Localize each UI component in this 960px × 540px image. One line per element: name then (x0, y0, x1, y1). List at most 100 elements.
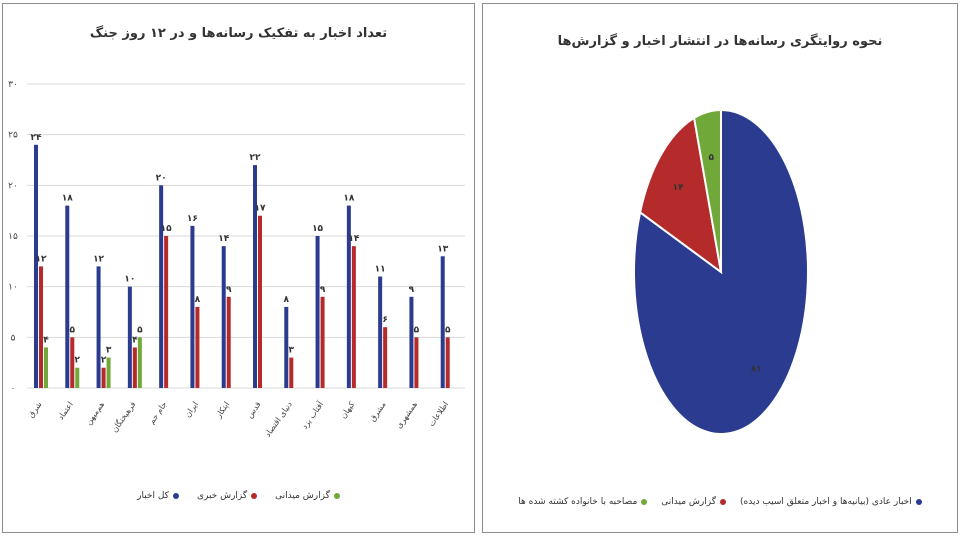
x-tick-label: اطلاعات (427, 400, 450, 428)
pie-chart-plot: ۸۱ ۱۴ ۵ (633, 108, 809, 435)
x-tick-label: مشرق (368, 400, 388, 423)
x-tick-label: هم‌میهن (84, 400, 106, 426)
x-tick-label: همشهری (394, 400, 419, 430)
data-label: ۱۴ (218, 234, 229, 244)
bar-0 (315, 236, 320, 388)
data-label: ۲۲ (250, 153, 261, 163)
bar-1 (383, 327, 388, 388)
bar-chart-plot: ۰۵۱۰۱۵۲۰۲۵۳۰۲۴۱۲۴شرق۱۸۵۲اعتماد۱۲۲۳هم‌میه… (8, 80, 465, 439)
legend-label-field-report: گزارش میدانی (275, 491, 330, 501)
data-label: ۵ (137, 325, 143, 335)
bar-1 (226, 296, 231, 388)
legend-item-news-report: گزارش خبری (196, 491, 258, 501)
x-tick-label: آفتاب یزد (299, 399, 326, 431)
data-label: ۸ (195, 295, 201, 305)
bar-1 (258, 215, 262, 388)
bar-1 (414, 337, 419, 388)
data-label: ۱۰ (124, 275, 135, 285)
bar-1 (39, 266, 43, 388)
x-tick-label: جام جم (147, 400, 169, 426)
data-label: ۱۸ (343, 194, 354, 204)
legend-item-field: گزارش میدانی (661, 497, 727, 507)
legend-item-normal-news: اخبار عادی (بیانیه‌ها و اخبار متعلق اسیب… (740, 497, 922, 507)
bar-2 (75, 367, 80, 388)
bar-0 (159, 185, 164, 388)
bar-0 (96, 266, 101, 388)
y-tick-label: ۵ (11, 333, 16, 343)
legend-swatch-total (172, 493, 179, 499)
y-tick-label: ۳۰ (8, 80, 18, 90)
y-tick-label: ۱۵ (8, 232, 18, 242)
y-tick-label: ۰ (11, 384, 16, 394)
data-label: ۶ (382, 315, 388, 325)
x-tick-label: فرهیختگان (109, 399, 137, 434)
pie-chart-legend: مصاحبه با خانواده کشته شده ها گزارش میدا… (483, 497, 957, 507)
bar-chart-title: تعداد اخبار به تفکیک رسانه‌ها و در ۱۲ رو… (89, 26, 388, 41)
pie-chart-title: نحوه روایتگری رسانه‌ها در انتشار اخبار و… (557, 34, 883, 49)
bar-0 (346, 205, 351, 388)
bar-0 (221, 246, 226, 388)
bar-0 (65, 205, 70, 388)
legend-swatch-field-report (333, 493, 340, 499)
legend-label-news-report: گزارش خبری (196, 491, 248, 501)
bar-0 (253, 165, 257, 388)
data-label: ۱۸ (62, 194, 73, 204)
bar-0 (127, 286, 132, 388)
bar-1 (320, 296, 325, 388)
legend-swatch-normal-news (915, 499, 922, 505)
legend-item-total: کل اخبار (137, 491, 179, 501)
bar-0 (284, 306, 289, 388)
data-label: ۱۴ (348, 234, 359, 244)
pie-data-label: ۸۱ (751, 364, 762, 374)
bar-1 (351, 246, 356, 388)
bar-0 (34, 144, 38, 388)
data-label: ۳ (106, 346, 112, 356)
data-label: ۲ (75, 356, 81, 366)
x-tick-label: شرق (26, 400, 43, 420)
data-label: ۱۵ (312, 224, 323, 234)
data-label: ۱۲ (93, 254, 104, 264)
bar-2 (44, 347, 48, 388)
data-label: ۲۰ (156, 173, 167, 183)
bar-0 (409, 296, 414, 388)
x-tick-label: اعتماد (56, 400, 75, 422)
data-label: ۹ (320, 285, 326, 295)
bar-0 (440, 256, 445, 388)
x-tick-label: دنیای اقتصاد (263, 400, 294, 439)
bar-1 (101, 367, 106, 388)
legend-label-field: گزارش میدانی (661, 497, 717, 507)
data-label: ۱۵ (161, 224, 172, 234)
pie-data-label: ۱۴ (673, 183, 684, 193)
legend-swatch-field (720, 499, 727, 505)
bar-2 (106, 357, 111, 388)
bar-chart-panel: تعداد اخبار به تفکیک رسانه‌ها و در ۱۲ رو… (2, 3, 475, 533)
data-label: ۱۲ (36, 254, 47, 264)
data-label: ۹ (226, 285, 232, 295)
legend-swatch-news-report (251, 493, 258, 499)
legend-swatch-interviews (641, 499, 648, 505)
data-label: ۹ (409, 285, 415, 295)
y-tick-label: ۱۰ (8, 283, 18, 293)
data-label: ۱۳ (437, 244, 448, 254)
y-tick-label: ۲۵ (8, 131, 18, 141)
data-label: ۲ (101, 356, 107, 366)
data-label: ۵ (70, 325, 76, 335)
bar-chart-legend: کل اخبار گزارش خبری گزارش میدانی (3, 491, 474, 501)
legend-item-field-report: گزارش میدانی (275, 491, 340, 501)
x-tick-label: ایران (183, 400, 200, 419)
bar-1 (195, 306, 200, 388)
pie-slice (693, 108, 722, 273)
bar-1 (70, 337, 75, 388)
data-label: ۱۶ (187, 214, 198, 224)
data-label: ۸ (284, 295, 290, 305)
data-label: ۲۴ (31, 133, 42, 143)
data-label: ۱۷ (255, 204, 266, 214)
x-tick-label: کیهان (339, 400, 357, 420)
bar-0 (190, 225, 195, 388)
legend-label-normal-news: اخبار عادی (بیانیه‌ها و اخبار متعلق اسیب… (740, 497, 912, 507)
y-tick-label: ۲۰ (8, 181, 18, 191)
bar-1 (164, 236, 169, 388)
bar-1 (289, 357, 294, 388)
pie-chart-panel: نحوه روایتگری رسانه‌ها در انتشار اخبار و… (482, 3, 958, 533)
pie-data-label: ۵ (708, 153, 714, 163)
